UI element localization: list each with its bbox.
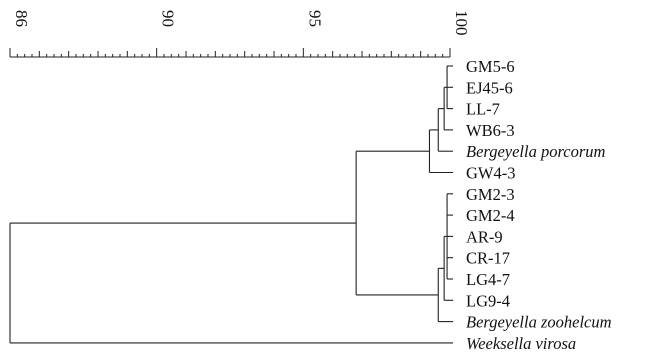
leaf-label: LG9-4 [466,291,510,310]
leaf-label: GM2-3 [466,185,515,204]
leaf-labels: GM5-6 EJ45-6 LL-7 WB6-3 Bergeyella porcorum G… [466,57,612,353]
leaf-label: GM5-6 [466,57,515,76]
axis-tick-label: 100 [452,10,471,36]
axis-ticks [9,48,451,57]
leaf-label: GM2-4 [466,206,515,225]
axis-tick-label: 95 [305,10,324,27]
leaf-label: LL-7 [466,100,500,119]
leaf-label: EJ45-6 [466,78,513,97]
leaf-label: Bergeyella zoohelcum [466,313,612,332]
axis-tick-labels: 86 90 95 100 [12,10,471,36]
tree-branches [9,65,453,344]
leaf-label: GW4-3 [466,164,515,183]
leaf-label: AR-9 [466,227,503,246]
leaf-label: WB6-3 [466,121,515,140]
similarity-axis: 86 90 95 100 [9,10,471,58]
axis-tick-label: 90 [159,10,178,27]
leaf-label: LG4-7 [466,270,510,289]
leaf-label: Bergeyella porcorum [466,142,606,161]
leaf-label: CR-17 [466,249,510,268]
axis-tick-label: 86 [12,10,31,27]
leaf-label: Weeksella virosa [466,334,576,353]
